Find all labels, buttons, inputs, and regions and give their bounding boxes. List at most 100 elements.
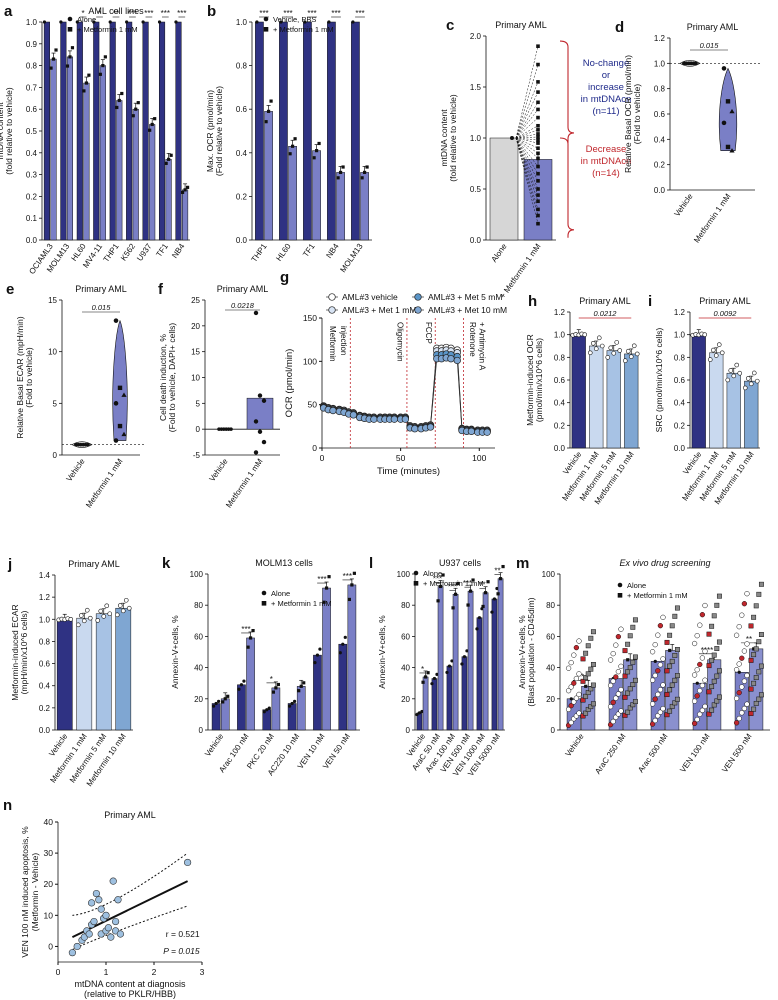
- data-point: [667, 632, 673, 638]
- data-point: [607, 704, 614, 710]
- sig-label: ***: [307, 9, 316, 18]
- y-tick-label: 1.0: [674, 331, 686, 340]
- data-point: [536, 107, 540, 112]
- y-tick-label: 0.0: [470, 236, 482, 245]
- data-point: [576, 691, 582, 698]
- bar: [142, 21, 149, 241]
- y-tick-label: 50: [308, 400, 318, 410]
- data-point: [699, 655, 706, 661]
- bar: [491, 598, 498, 731]
- data-point: [752, 647, 756, 651]
- data-point: [710, 347, 716, 353]
- bar: [437, 586, 444, 731]
- data-point: [625, 348, 631, 354]
- data-point: [674, 605, 680, 611]
- data-point: [709, 657, 715, 663]
- sig-label: ***: [283, 9, 292, 18]
- data-point: [580, 713, 586, 719]
- data-point: [568, 703, 574, 709]
- paired-line: [515, 46, 539, 139]
- data-point: [587, 350, 593, 356]
- sig-label: ***: [259, 9, 268, 18]
- data-point: [573, 644, 580, 651]
- panel-title: Primary AML: [217, 284, 269, 294]
- data-point: [588, 704, 594, 710]
- data-point: [70, 46, 75, 50]
- data-point: [68, 616, 74, 622]
- data-point: [583, 675, 589, 681]
- data-point: [42, 20, 47, 24]
- data-point: [501, 564, 505, 569]
- x-tick-label: NB4: [324, 242, 341, 260]
- bar: [296, 686, 306, 731]
- y-tick-label: 0.5: [26, 127, 38, 136]
- bar: [246, 397, 274, 430]
- data-point: [415, 712, 419, 717]
- y-tick-label: 40: [401, 664, 410, 673]
- data-point: [632, 654, 638, 660]
- y-tick-label: 40: [44, 817, 54, 827]
- data-point: [510, 136, 514, 140]
- y-tick-label: 1.2: [674, 308, 686, 317]
- data-point: [98, 608, 104, 614]
- x-tick-label: TF1: [301, 242, 317, 259]
- x-tick-label: Vehicle: [563, 732, 585, 759]
- y-tick-label: 0.2: [674, 421, 686, 430]
- y-tick-label: 60: [401, 632, 410, 641]
- data-point: [674, 696, 680, 702]
- bar: [246, 637, 255, 731]
- data-point: [536, 193, 540, 197]
- y-tick-label: 0: [53, 451, 58, 460]
- y-tick-label: 0.2: [654, 161, 666, 170]
- data-point: [664, 639, 670, 645]
- bar: [264, 111, 273, 241]
- data-point: [702, 332, 708, 337]
- data-point: [669, 682, 675, 688]
- data-point: [711, 652, 717, 658]
- data-point: [453, 356, 461, 365]
- x-tick-label: K562: [119, 242, 137, 263]
- y-axis-label: (pmol/min/x10^6 cells): [534, 338, 544, 422]
- data-point: [571, 652, 577, 658]
- data-point: [536, 221, 540, 226]
- data-point: [336, 176, 340, 180]
- data-point: [565, 688, 572, 694]
- y-tick-label: 80: [401, 601, 410, 610]
- y-tick-label: 10: [48, 348, 57, 357]
- p-value: 0.015: [700, 41, 720, 50]
- y-tick-label: 1.0: [554, 331, 566, 340]
- data-point: [117, 603, 123, 608]
- y-tick-label: 0.6: [39, 660, 51, 669]
- y-axis-label: Metformin-induced ECAR: [10, 604, 20, 700]
- data-point: [576, 638, 582, 644]
- y-tick-label: 0.4: [39, 682, 51, 691]
- legend-marker: [414, 306, 422, 314]
- data-point: [655, 713, 661, 719]
- data-point: [576, 671, 582, 677]
- bar: [288, 146, 297, 241]
- y-tick-label: 40: [546, 664, 555, 673]
- y-tick-label: 0.8: [26, 62, 38, 71]
- y-tick-label: 0.1: [26, 214, 38, 223]
- bar: [327, 21, 336, 241]
- y-tick-label: 0.9: [26, 40, 38, 49]
- data-point: [667, 708, 673, 714]
- data-point: [741, 601, 748, 607]
- data-point: [733, 632, 740, 638]
- y-axis-label: Max. OCR (pmol/min): [205, 90, 215, 172]
- data-point: [590, 629, 596, 635]
- x-tick-label: THP1: [250, 242, 269, 264]
- data-point: [748, 381, 754, 387]
- data-point: [756, 639, 762, 645]
- data-point: [588, 686, 594, 692]
- y-tick-label: 0.0: [26, 236, 38, 245]
- data-point: [536, 62, 540, 67]
- data-point: [753, 700, 759, 706]
- y-axis-label: mtDNA content: [439, 109, 449, 167]
- data-point: [733, 720, 740, 726]
- data-point: [622, 673, 628, 679]
- data-point: [59, 20, 63, 24]
- data-point: [622, 694, 628, 700]
- data-point: [312, 156, 316, 160]
- x-tick-label: VEN 500 nM: [720, 732, 754, 775]
